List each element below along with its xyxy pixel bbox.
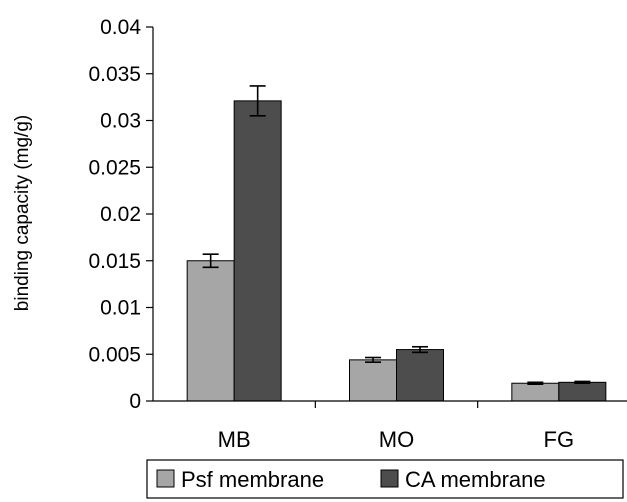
y-axis-title: binding capacity (mg/g) bbox=[12, 115, 33, 311]
legend-swatch bbox=[380, 469, 399, 488]
bar-mo-ca bbox=[396, 349, 444, 402]
y-tick-label: 0.04 bbox=[100, 16, 141, 39]
y-tick-label: 0.035 bbox=[88, 63, 141, 86]
bar-series bbox=[186, 85, 607, 402]
y-tick-label: 0.01 bbox=[100, 297, 141, 320]
legend-label: CA membrane bbox=[405, 467, 546, 492]
y-tick-label: 0.03 bbox=[100, 110, 141, 133]
x-tick-label: MB bbox=[218, 427, 251, 452]
y-axis-ticks: 0 0.005 0.01 0.015 0.02 0.025 0.03 0.035 0.04 bbox=[88, 16, 154, 413]
bar-mb-psf bbox=[186, 260, 235, 402]
bar-mo-psf bbox=[349, 359, 397, 402]
y-tick-label: 0.02 bbox=[100, 203, 141, 226]
x-axis: MB MO FG bbox=[153, 400, 627, 452]
y-tick-label: 0 bbox=[129, 390, 141, 413]
y-tick-label: 0.005 bbox=[88, 343, 141, 366]
legend-swatch bbox=[156, 469, 175, 488]
bar-mb-ca bbox=[233, 100, 282, 402]
legend: Psf membrane CA membrane bbox=[146, 459, 624, 499]
bar-fg-psf bbox=[511, 382, 560, 402]
y-tick-label: 0.015 bbox=[88, 250, 141, 273]
x-tick-label: FG bbox=[544, 427, 575, 452]
y-tick-label: 0.025 bbox=[88, 156, 141, 179]
legend-label: Psf membrane bbox=[181, 467, 324, 492]
x-tick-label: MO bbox=[379, 427, 414, 452]
bar-fg-ca bbox=[558, 381, 607, 402]
